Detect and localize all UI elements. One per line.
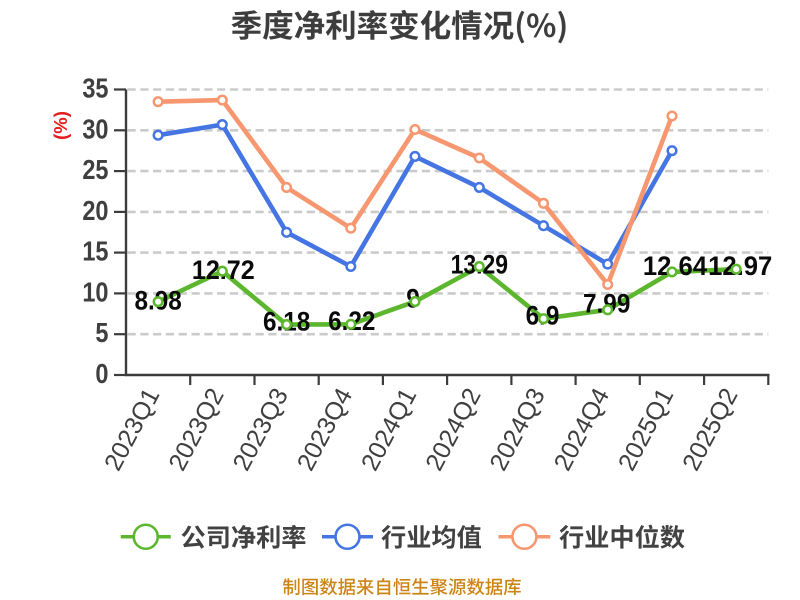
svg-text:30: 30 — [82, 114, 108, 144]
svg-text:(%): (%) — [50, 111, 71, 140]
svg-text:25: 25 — [82, 155, 108, 185]
svg-text:15: 15 — [82, 237, 108, 267]
svg-text:10: 10 — [82, 278, 108, 308]
svg-text:0: 0 — [95, 359, 108, 389]
svg-text:35: 35 — [82, 74, 108, 104]
svg-text:5: 5 — [95, 318, 108, 348]
svg-text:12.64: 12.64 — [643, 251, 707, 281]
svg-text:20: 20 — [82, 196, 108, 226]
